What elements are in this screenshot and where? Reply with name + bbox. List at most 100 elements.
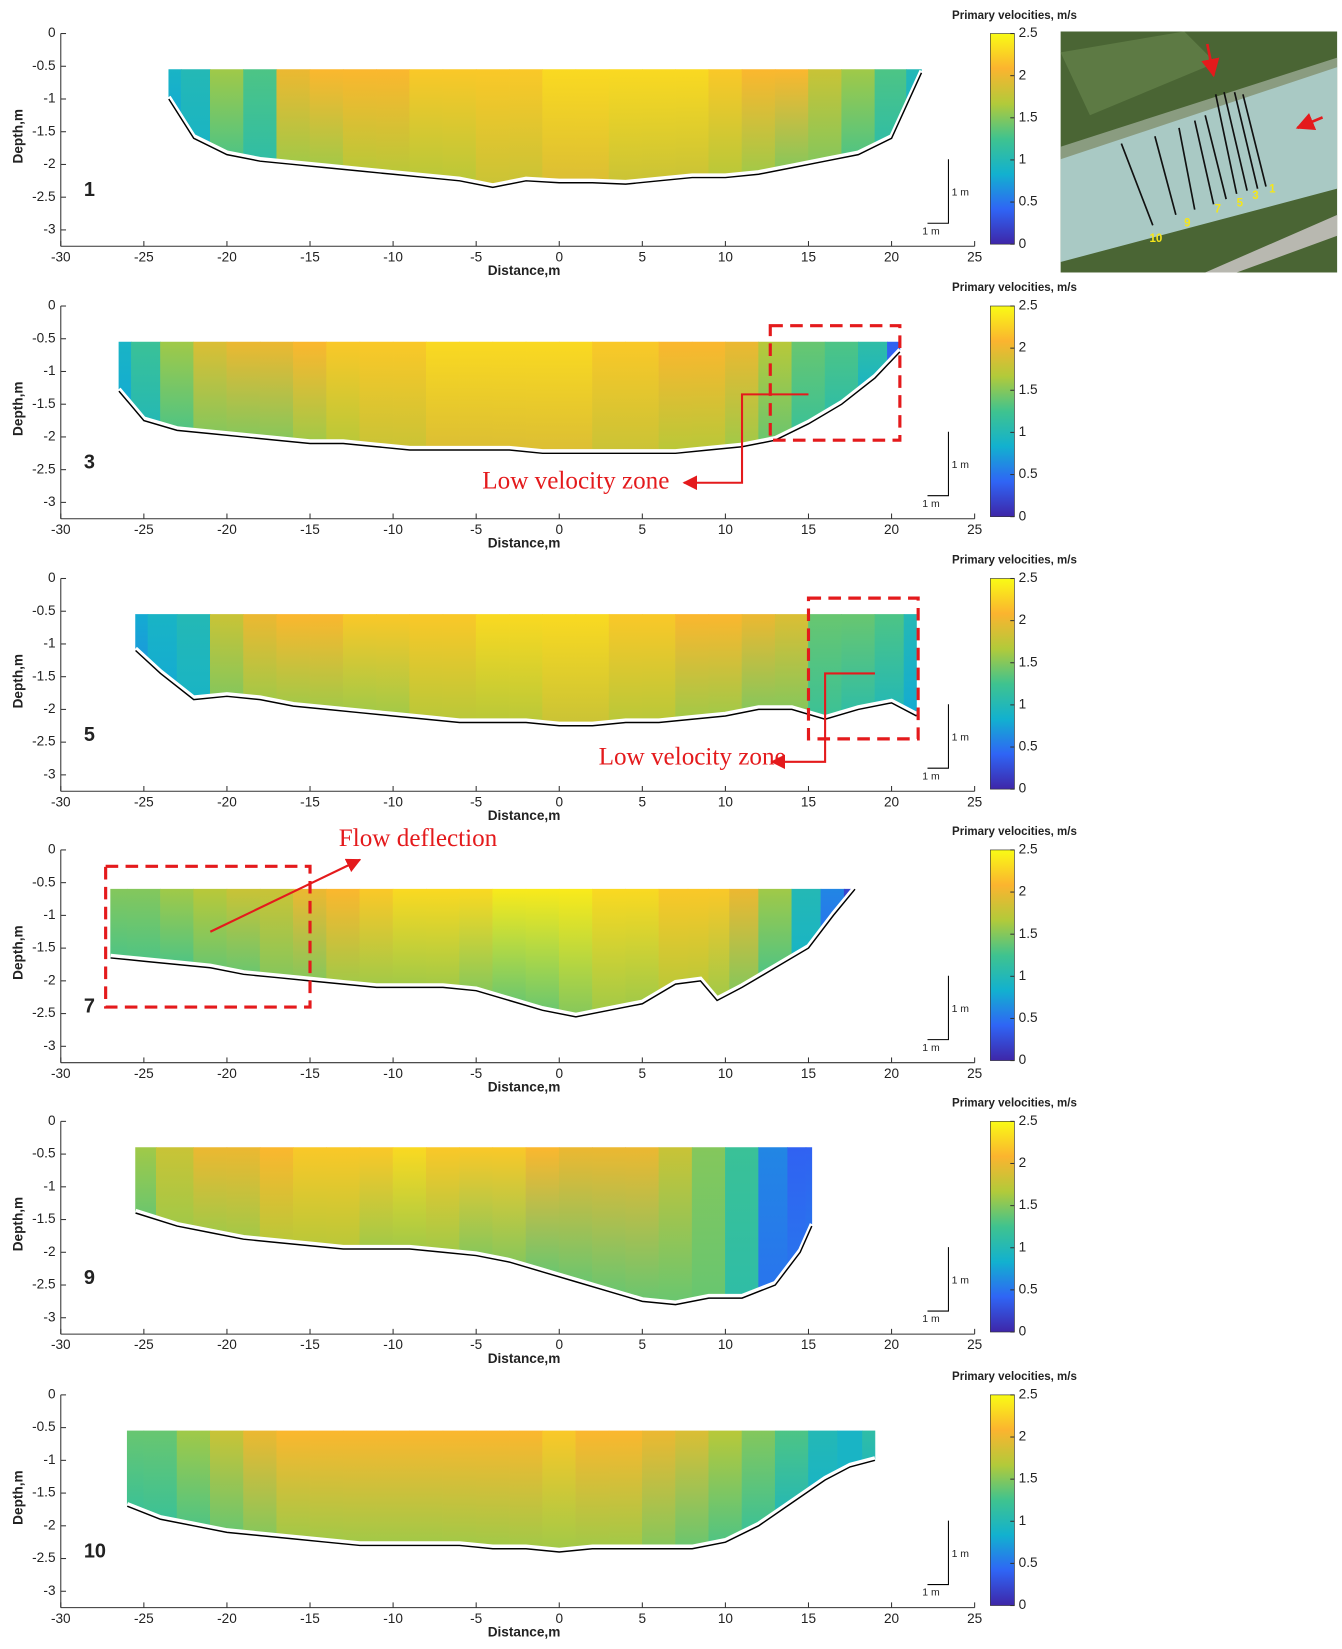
x-tick-label: -10 (383, 1337, 403, 1352)
velocity-cell (575, 614, 610, 727)
velocity-cell (625, 888, 660, 1008)
velocity-cell (675, 69, 710, 180)
annotation-arrow (770, 672, 875, 770)
x-tick-label: -10 (383, 522, 403, 537)
velocity-cell (691, 341, 726, 453)
velocity-cell (525, 888, 560, 1014)
x-tick-label: 5 (639, 794, 647, 809)
colorbar-tick-label: 2 (1019, 612, 1027, 627)
x-tick-label: 15 (801, 1611, 816, 1626)
bed-gap (110, 885, 857, 1017)
y-tick-label: -2 (43, 156, 55, 171)
scale-label: 1 m (952, 188, 970, 199)
colorbar-title: Primary velocities, m/s (952, 1371, 1077, 1383)
y-tick-label: -1.5 (32, 123, 55, 138)
velocity-cell (442, 614, 477, 723)
colorbar-tick-label: 1.5 (1019, 1197, 1038, 1212)
colorbar-tick-label: 0.5 (1019, 1010, 1038, 1025)
velocity-cell (326, 1147, 361, 1250)
velocity-cell (126, 888, 161, 964)
x-tick-label: -25 (134, 522, 154, 537)
x-tick-label: -15 (300, 522, 320, 537)
y-tick-label: -1 (43, 91, 55, 106)
velocity-cell (342, 69, 377, 173)
y-tick-label: -1.5 (32, 668, 55, 683)
x-tick-label: 5 (639, 522, 647, 537)
velocity-cell (475, 1430, 510, 1550)
velocity-cell (442, 69, 477, 185)
velocity-cell (392, 888, 427, 988)
y-tick-label: -2 (43, 1244, 55, 1259)
map-field (1060, 31, 1216, 116)
scale-label: 1 m (952, 460, 970, 471)
x-tick-label: -5 (470, 249, 482, 264)
x-tick-label: -25 (134, 794, 154, 809)
x-tick-label: 5 (639, 1337, 647, 1352)
velocity-cell (774, 614, 809, 715)
velocity-cell (243, 614, 278, 704)
velocity-cell (376, 69, 411, 177)
velocity-cell (293, 1147, 327, 1248)
velocity-cell (592, 341, 627, 454)
x-tick-label: 0 (555, 249, 563, 264)
colorbar-tick-label: 0.5 (1019, 1555, 1038, 1570)
velocity-cell (276, 69, 311, 167)
x-tick-label: -5 (470, 794, 482, 809)
velocity-cell (131, 341, 161, 426)
x-tick-label: 15 (801, 1337, 816, 1352)
x-tick-label: 0 (555, 1611, 563, 1626)
y-tick-label: -0.5 (32, 1146, 55, 1161)
map-label: 1 (1269, 184, 1276, 196)
y-tick-label: 0 (48, 842, 56, 857)
y-tick-label: -1 (43, 363, 55, 378)
velocity-cell (409, 614, 444, 722)
x-tick-label: -15 (300, 1611, 320, 1626)
velocity-cell (558, 888, 593, 1018)
x-tick-label: -15 (300, 249, 320, 264)
velocity-cell (608, 69, 643, 185)
x-axis-label: Distance,m (488, 536, 561, 551)
scale-label: 1 m (922, 1043, 940, 1054)
y-tick-label: -0.5 (32, 330, 55, 345)
velocity-cell (309, 1430, 344, 1545)
velocity-cell (426, 888, 460, 990)
annotation-box (768, 324, 902, 442)
scale-label: 1 m (922, 771, 940, 782)
x-tick-label: -25 (134, 1066, 154, 1081)
scale-label: 1 m (952, 733, 970, 744)
colorbar (990, 578, 1015, 790)
section-panel: -30 -25 -20 -15 -10 -5 0 5 10 15 20 250-0.5-1-1.5-2… (10, 555, 1076, 823)
section-panel: -30 -25 -20 -15 -10 -5 0 5 10 15 20 250-0.5-1-1.5-2… (10, 1098, 1076, 1366)
y-tick-label: -3 (43, 1309, 55, 1324)
velocity-cell (326, 888, 361, 987)
velocity-cell (708, 614, 743, 718)
bed-gap (134, 1208, 814, 1305)
x-tick-label: 15 (801, 249, 816, 264)
velocity-cell (193, 888, 228, 972)
colorbar-tick-label: 0 (1019, 236, 1027, 251)
x-tick-label: -30 (51, 249, 71, 264)
map-tracks (1120, 92, 1267, 226)
velocity-cell (675, 1430, 710, 1550)
velocity-cell (409, 69, 444, 180)
colorbar-tick-label: 0 (1019, 781, 1027, 796)
x-tick-label: -25 (134, 249, 154, 264)
x-tick-label: -20 (217, 249, 237, 264)
section-panel: -30 -25 -20 -15 -10 -5 0 5 10 15 20 250-0.5-1-1.5-2… (10, 1371, 1076, 1639)
x-tick-label: -10 (383, 794, 403, 809)
velocity-cell (459, 341, 494, 451)
bed-line (110, 888, 856, 1018)
colorbar-tick-label: 1 (1019, 968, 1027, 983)
y-tick-label: -2.5 (32, 734, 55, 749)
y-tick-label: -0.5 (32, 58, 55, 73)
section-label: 9 (84, 1267, 95, 1289)
y-tick-label: 0 (48, 25, 56, 40)
x-tick-label: 20 (884, 1337, 900, 1352)
section-label: 10 (84, 1540, 106, 1562)
y-tick-label: -0.5 (32, 603, 55, 618)
velocity-cell (210, 1430, 244, 1535)
velocity-cell (475, 69, 510, 188)
x-tick-label: -10 (383, 1066, 403, 1081)
velocity-cell (392, 1147, 427, 1251)
